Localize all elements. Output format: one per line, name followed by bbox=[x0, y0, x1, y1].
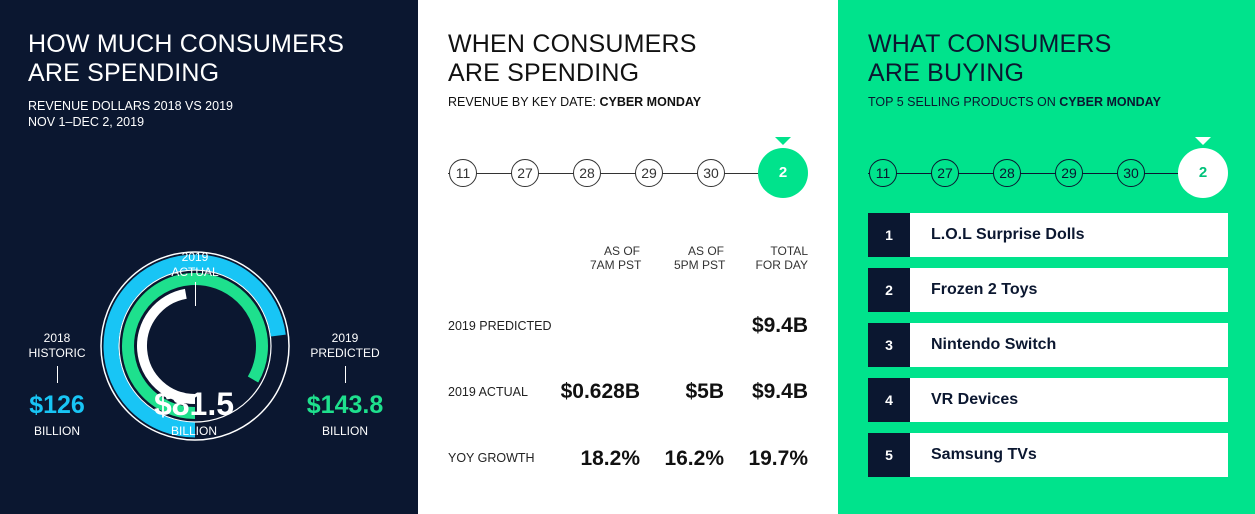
product-row: 4 VR Devices bbox=[868, 378, 1228, 422]
cell-yoy-5pm: 16.2% bbox=[664, 447, 724, 470]
subtitle: REVENUE DOLLARS 2018 VS 2019 bbox=[28, 99, 233, 113]
timeline-date: 11 bbox=[449, 159, 477, 187]
timeline-date: 27 bbox=[931, 159, 959, 187]
title-line: ARE SPENDING bbox=[448, 59, 640, 87]
timeline-line bbox=[448, 173, 763, 174]
column-header-5pm: AS OF 5PM PST bbox=[674, 244, 726, 272]
timeline-date: 30 bbox=[697, 159, 725, 187]
title-line: HOW MUCH CONSUMERS bbox=[28, 30, 345, 58]
column-header-line: FOR DAY bbox=[755, 258, 808, 272]
row-label-yoy: YOY GROWTH bbox=[448, 451, 535, 465]
subtitle-date-range: NOV 1–DEC 2, 2019 bbox=[28, 115, 145, 129]
center-label-text: ACTUAL bbox=[171, 265, 219, 279]
column-header-line: AS OF bbox=[687, 244, 724, 258]
title-line: ARE SPENDING bbox=[28, 59, 220, 87]
panel-title: HOW MUCH CONSUMERS ARE SPENDING bbox=[28, 30, 344, 88]
timeline-selected-arrow bbox=[1195, 137, 1211, 145]
inner-guide-ring bbox=[118, 269, 272, 423]
product-rank: 5 bbox=[868, 433, 910, 477]
date-timeline: 11 27 28 29 30 2 bbox=[418, 0, 838, 220]
title-line: WHEN CONSUMERS bbox=[448, 30, 697, 58]
product-rank: 4 bbox=[868, 378, 910, 422]
panel-what: WHAT CONSUMERS ARE BUYING TOP 5 SELLING … bbox=[838, 0, 1255, 514]
subtitle: REVENUE BY KEY DATE: CYBER MONDAY bbox=[448, 94, 701, 110]
historic-label-year: 2018 bbox=[43, 331, 71, 345]
radial-chart bbox=[100, 251, 290, 441]
product-name: Frozen 2 Toys bbox=[931, 281, 1038, 298]
column-header-line: 7AM PST bbox=[590, 258, 642, 272]
panel-how-much: HOW MUCH CONSUMERS ARE SPENDING REVENUE … bbox=[0, 0, 418, 514]
timeline-line bbox=[868, 173, 1183, 174]
predicted-value: $143.8 bbox=[306, 391, 384, 419]
timeline-date: 11 bbox=[869, 159, 897, 187]
center-label: 2019 ACTUAL bbox=[165, 250, 225, 280]
title-line: ARE BUYING bbox=[868, 59, 1025, 87]
product-row: 3 Nintendo Switch bbox=[868, 323, 1228, 367]
historic-label: 2018 HISTORIC bbox=[28, 331, 86, 361]
product-name: Samsung TVs bbox=[931, 446, 1037, 463]
cell-yoy-total: 19.7% bbox=[748, 447, 808, 470]
historic-label-text: HISTORIC bbox=[28, 346, 86, 360]
subtitle-prefix: REVENUE BY KEY DATE: bbox=[448, 95, 600, 109]
actual-unit: BILLION bbox=[170, 424, 218, 438]
cell-predicted-total: $9.4B bbox=[751, 314, 808, 337]
subtitle-key-date: CYBER MONDAY bbox=[1059, 95, 1161, 109]
column-header-line: 5PM PST bbox=[674, 258, 726, 272]
historic-unit: BILLION bbox=[33, 424, 81, 438]
historic-tick bbox=[57, 366, 58, 383]
timeline-date: 30 bbox=[1117, 159, 1145, 187]
historic-track bbox=[100, 251, 290, 441]
timeline-date-active: 2 bbox=[1178, 148, 1228, 198]
subtitle-key-date: CYBER MONDAY bbox=[599, 95, 702, 109]
column-header-line: TOTAL bbox=[770, 244, 808, 258]
column-header-line: AS OF bbox=[603, 244, 640, 258]
product-row: 2 Frozen 2 Toys bbox=[868, 268, 1228, 312]
subtitle-prefix: TOP 5 SELLING PRODUCTS ON bbox=[868, 95, 1060, 109]
actual-value: $81.5 bbox=[153, 386, 235, 422]
predicted-arc bbox=[122, 273, 268, 419]
cell-actual-7am: $0.628B bbox=[560, 380, 640, 403]
column-header-7am: AS OF 7AM PST bbox=[590, 244, 642, 272]
product-rank: 2 bbox=[868, 268, 910, 312]
panel-when: WHEN CONSUMERS ARE SPENDING REVENUE BY K… bbox=[418, 0, 838, 514]
timeline-date-active: 2 bbox=[758, 148, 808, 198]
timeline-date: 28 bbox=[573, 159, 601, 187]
cell-actual-5pm: $5B bbox=[685, 380, 724, 403]
subtitle: TOP 5 SELLING PRODUCTS ON CYBER MONDAY bbox=[868, 94, 1161, 110]
center-label-year: 2019 bbox=[181, 250, 209, 264]
product-name: Nintendo Switch bbox=[931, 336, 1057, 353]
timeline-date: 29 bbox=[1055, 159, 1083, 187]
product-row: 5 Samsung TVs bbox=[868, 433, 1228, 477]
row-label-predicted: 2019 PREDICTED bbox=[448, 319, 552, 333]
product-rank: 1 bbox=[868, 213, 910, 257]
column-header-total: TOTAL FOR DAY bbox=[748, 244, 808, 272]
predicted-label-year: 2019 bbox=[331, 331, 359, 345]
title-line: WHAT CONSUMERS bbox=[868, 30, 1112, 58]
historic-value: $126 bbox=[29, 391, 85, 419]
historic-arc bbox=[103, 254, 286, 438]
predicted-label-text: PREDICTED bbox=[310, 346, 380, 360]
date-timeline: 11 27 28 29 30 2 bbox=[838, 0, 1255, 220]
center-label-tick bbox=[195, 282, 196, 306]
timeline-date: 29 bbox=[635, 159, 663, 187]
predicted-label: 2019 PREDICTED bbox=[306, 331, 384, 361]
actual-arc bbox=[137, 288, 196, 404]
timeline-selected-arrow bbox=[775, 137, 791, 145]
predicted-unit: BILLION bbox=[321, 424, 369, 438]
timeline-date: 28 bbox=[993, 159, 1021, 187]
product-name: L.O.L Surprise Dolls bbox=[931, 226, 1085, 243]
cell-actual-total: $9.4B bbox=[751, 380, 808, 403]
product-name: VR Devices bbox=[931, 391, 1019, 408]
timeline-date: 27 bbox=[511, 159, 539, 187]
product-row: 1 L.O.L Surprise Dolls bbox=[868, 213, 1228, 257]
panel-title: WHEN CONSUMERS ARE SPENDING bbox=[448, 30, 697, 88]
product-rank: 3 bbox=[868, 323, 910, 367]
row-label-actual: 2019 ACTUAL bbox=[448, 385, 528, 399]
predicted-tick bbox=[345, 366, 346, 383]
panel-title: WHAT CONSUMERS ARE BUYING bbox=[868, 30, 1112, 88]
cell-yoy-7am: 18.2% bbox=[580, 447, 640, 470]
